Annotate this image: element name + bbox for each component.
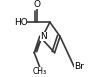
Text: O: O [34,0,41,9]
Text: CH₃: CH₃ [33,67,47,76]
Text: Br: Br [74,62,84,71]
Text: N: N [40,32,46,41]
Text: HO: HO [14,18,27,27]
